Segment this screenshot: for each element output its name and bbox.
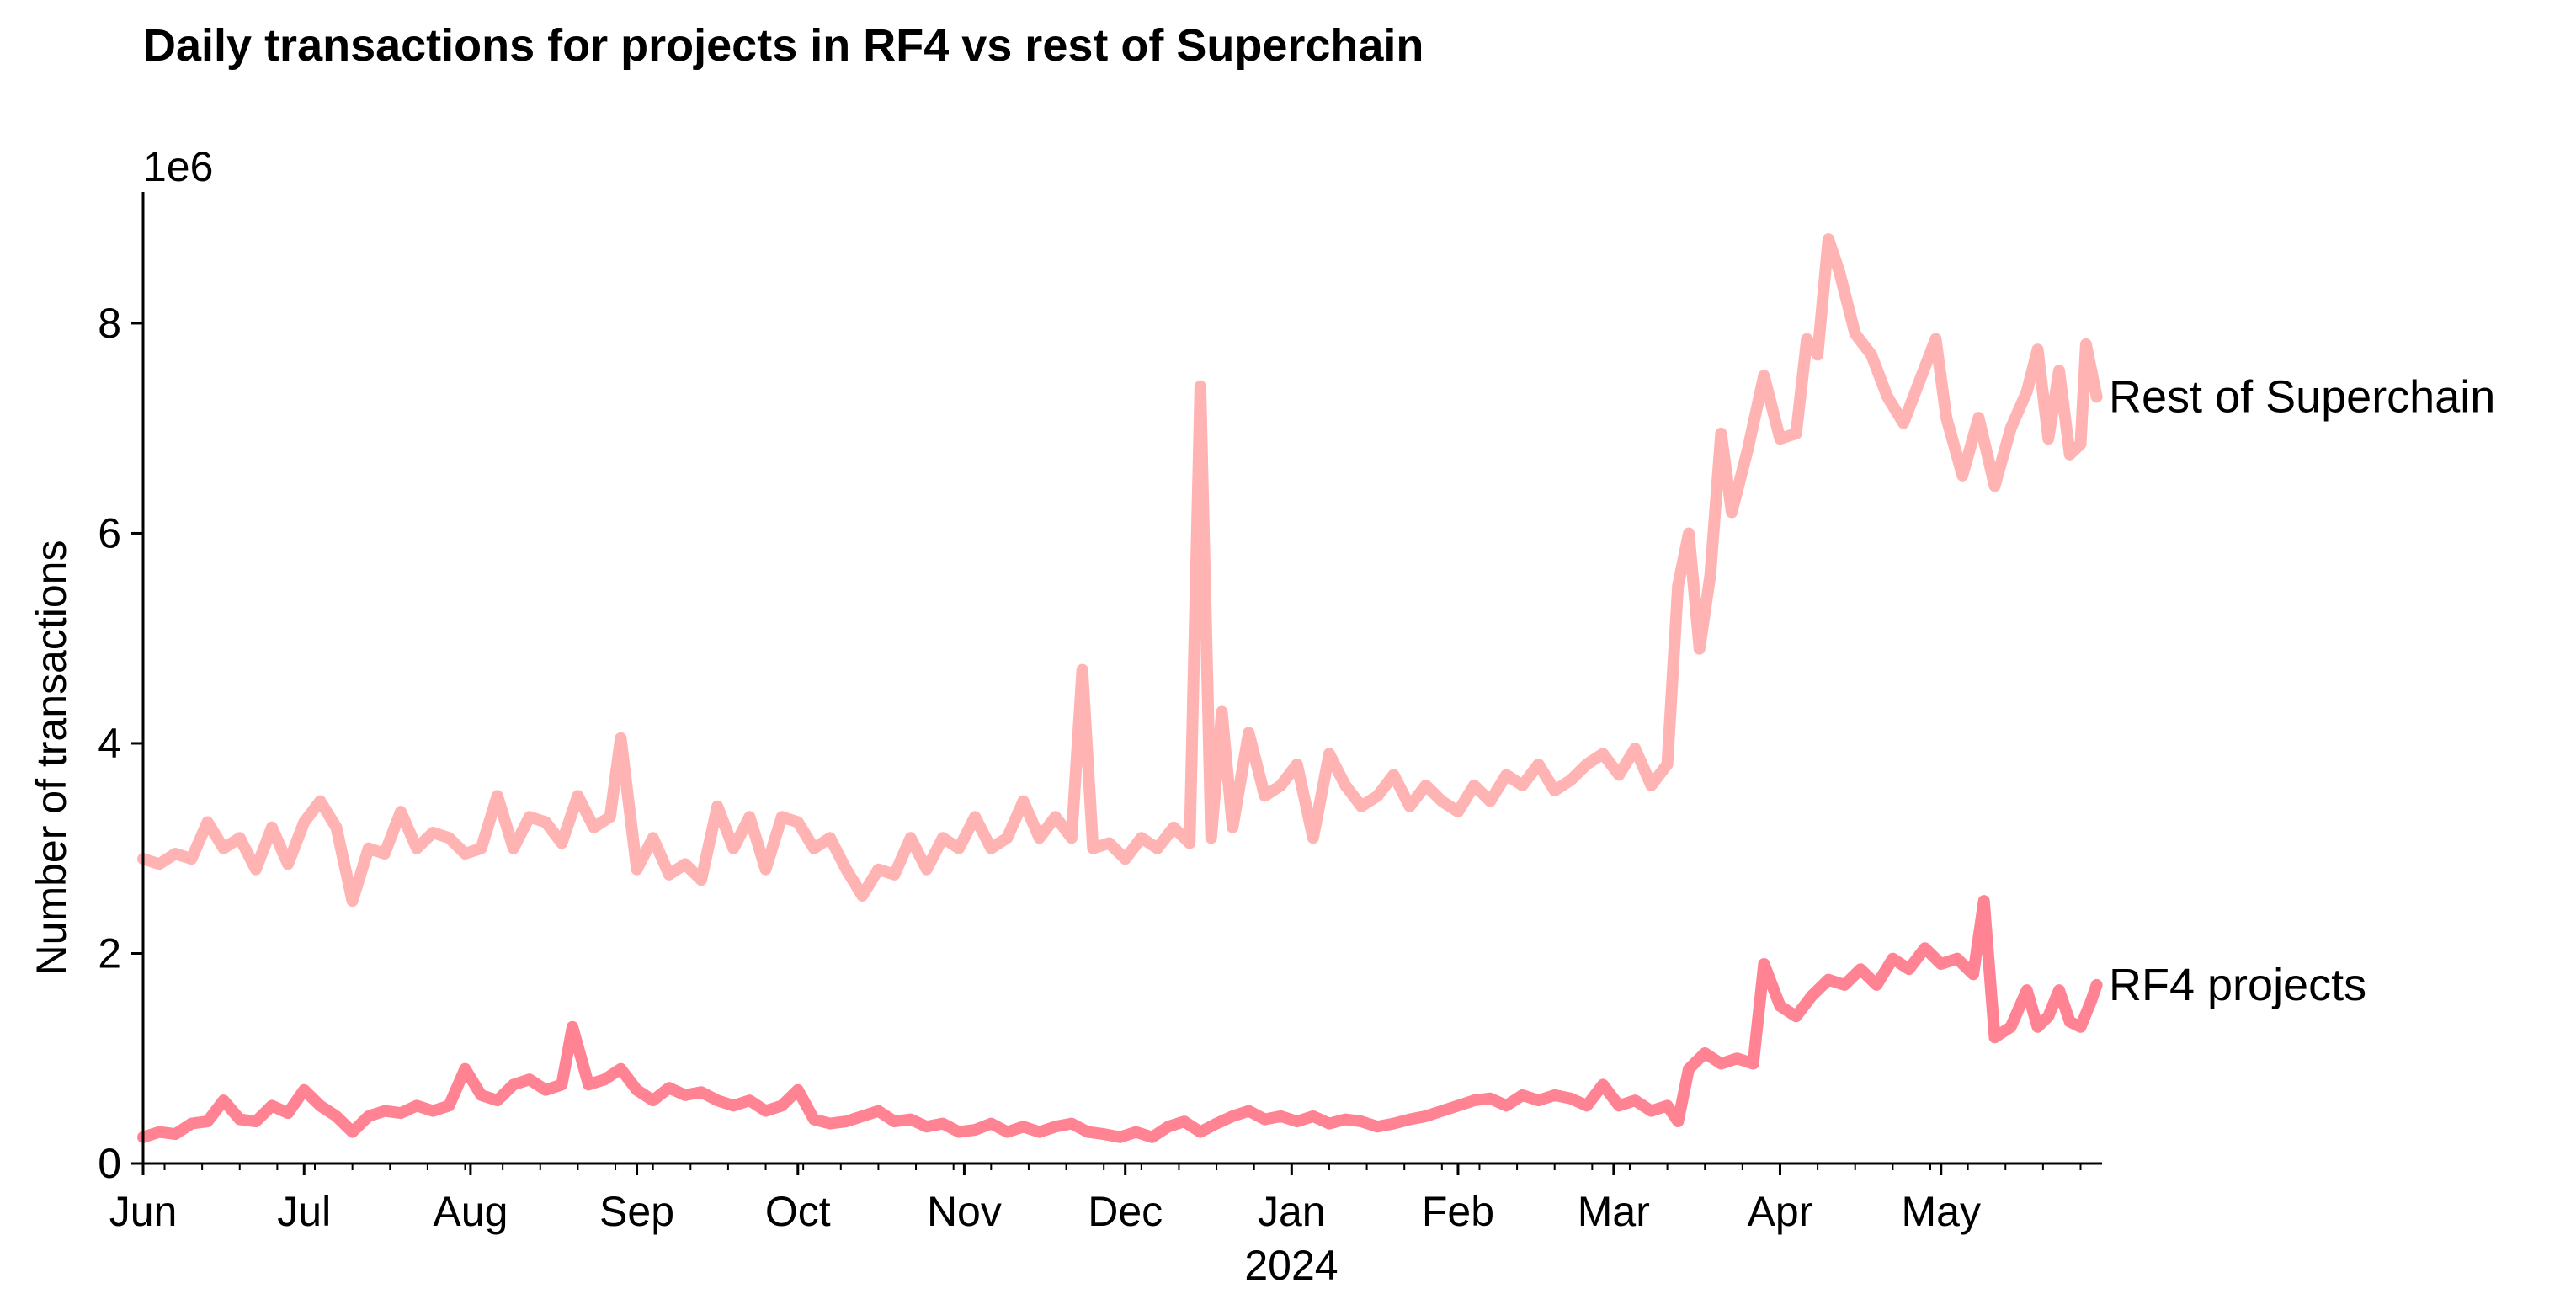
series-label-1: Rest of Superchain	[2109, 371, 2495, 422]
x-tick-label: Feb	[1422, 1188, 1494, 1235]
x-tick-label: Nov	[927, 1188, 1002, 1235]
y-tick-label: 0	[98, 1140, 121, 1187]
x-tick-label: Jul	[277, 1188, 331, 1235]
axes-group: 0 2 4 6 8 Jun Jul Aug Sep Oct Nov Dec Jan Feb Mar Apr Ma…	[98, 192, 2102, 1235]
x-tick-label: Oct	[765, 1188, 831, 1235]
y-tick-label: 4	[98, 720, 121, 767]
y-axis-label: Number of transactions	[28, 540, 75, 976]
x-tick-label: Aug	[433, 1188, 508, 1235]
x-tick-label: Jan	[1258, 1188, 1326, 1235]
series-line-2	[137, 895, 2103, 1143]
chart-title: Daily transactions for projects in RF4 v…	[143, 20, 1424, 71]
x-tick-label: Jun	[109, 1188, 178, 1235]
y-tick-label: 8	[98, 300, 121, 347]
x-tick-label: Mar	[1578, 1188, 1650, 1235]
series-label-2: RF4 projects	[2109, 960, 2366, 1010]
series-line-1	[137, 233, 2103, 908]
x-tick-label: Apr	[1748, 1188, 1813, 1235]
x-tick-label: May	[1902, 1188, 1981, 1235]
y-offset-label: 1e6	[143, 143, 213, 190]
series-group	[137, 233, 2103, 1143]
x-tick-label: Sep	[599, 1188, 674, 1235]
y-tick-label: 6	[98, 509, 121, 556]
x-tick-label: Dec	[1088, 1188, 1163, 1235]
y-tick-label: 2	[98, 929, 121, 977]
x-year-label: 2024	[1244, 1242, 1338, 1289]
series-labels-group: Rest of Superchain RF4 projects	[2109, 371, 2495, 1010]
